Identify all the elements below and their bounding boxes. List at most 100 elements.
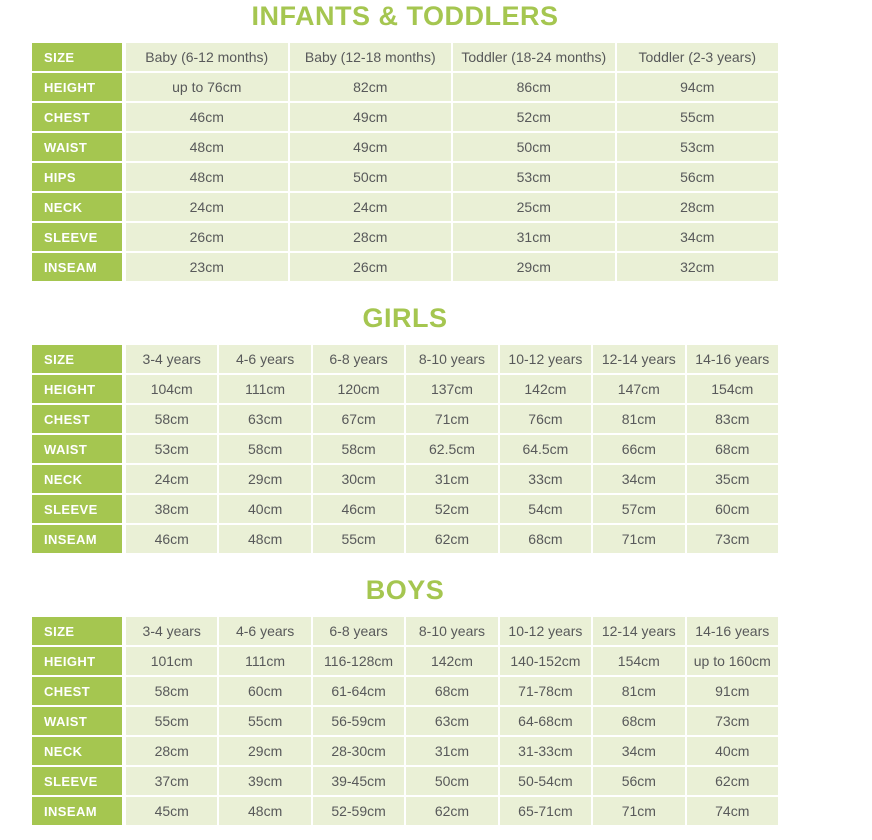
size-value-cell: 81cm (593, 405, 685, 433)
section-infants-toddlers: INFANTS & TODDLERS SIZE Baby (6-12 months… (30, 1, 780, 283)
size-value-cell: 46cm (126, 103, 288, 131)
table-row: CHEST 58cm 60cm 61-64cm 68cm 71-78cm 81cm 91cm (32, 677, 778, 705)
size-value-cell: 48cm (219, 525, 311, 553)
size-value-cell: 30cm (312, 465, 405, 493)
size-value-cell: 28cm (616, 193, 778, 221)
measure-label-cell: SLEEVE (32, 767, 124, 795)
measure-label-cell: HIPS (32, 163, 124, 191)
size-value-cell: 83cm (686, 405, 778, 433)
size-value-cell: 55cm (126, 707, 218, 735)
size-value-cell: 31cm (453, 223, 615, 251)
size-value-cell: 46cm (126, 525, 218, 553)
column-header-cell: 8-10 years (406, 617, 498, 645)
measure-label-cell: CHEST (32, 677, 124, 705)
size-value-cell: 24cm (126, 193, 288, 221)
size-value-cell: 74cm (686, 797, 778, 825)
size-value-cell: 58cm (126, 677, 218, 705)
measure-label-cell: NECK (32, 193, 124, 221)
column-header-cell: Toddler (18-24 months) (453, 43, 615, 71)
measure-label-cell: NECK (32, 465, 124, 493)
size-value-cell: 55cm (312, 525, 405, 553)
size-value-cell: up to 76cm (126, 73, 288, 101)
table-row: WAIST 55cm 55cm 56-59cm 63cm 64-68cm 68cm 73cm (32, 707, 778, 735)
size-value-cell: 55cm (616, 103, 778, 131)
size-value-cell: 62.5cm (406, 435, 498, 463)
size-value-cell: 63cm (219, 405, 311, 433)
table-row: HEIGHT up to 76cm 82cm 86cm 94cm (32, 73, 778, 101)
size-value-cell: 62cm (406, 525, 498, 553)
size-value-cell: 39-45cm (312, 767, 405, 795)
size-value-cell: 68cm (499, 525, 592, 553)
size-value-cell: 71cm (406, 405, 498, 433)
measure-label-cell: SLEEVE (32, 223, 124, 251)
size-value-cell: 49cm (289, 133, 451, 161)
size-guide-page: INFANTS & TODDLERS SIZE Baby (6-12 months… (30, 1, 780, 827)
size-value-cell: 65-71cm (499, 797, 592, 825)
size-value-cell: 31-33cm (499, 737, 592, 765)
size-value-cell: 48cm (126, 163, 288, 191)
size-value-cell: 49cm (289, 103, 451, 131)
size-value-cell: 104cm (126, 375, 218, 403)
measure-label-cell: WAIST (32, 133, 124, 161)
column-header-cell: 6-8 years (312, 617, 405, 645)
size-value-cell: up to 160cm (686, 647, 778, 675)
size-value-cell: 62cm (686, 767, 778, 795)
measure-label-cell: WAIST (32, 707, 124, 735)
size-value-cell: 29cm (219, 737, 311, 765)
size-value-cell: 94cm (616, 73, 778, 101)
table-row: WAIST 53cm 58cm 58cm 62.5cm 64.5cm 66cm 68cm (32, 435, 778, 463)
measure-label-cell: SLEEVE (32, 495, 124, 523)
column-header-cell: 3-4 years (126, 617, 218, 645)
size-value-cell: 52cm (406, 495, 498, 523)
size-value-cell: 120cm (312, 375, 405, 403)
size-value-cell: 67cm (312, 405, 405, 433)
size-value-cell: 50cm (406, 767, 498, 795)
column-header-cell: Baby (6-12 months) (126, 43, 288, 71)
column-header-cell: 10-12 years (499, 617, 592, 645)
section-title-infants-toddlers: INFANTS & TODDLERS (251, 1, 559, 31)
size-value-cell: 48cm (219, 797, 311, 825)
table-row: SLEEVE 37cm 39cm 39-45cm 50cm 50-54cm 56cm 62cm (32, 767, 778, 795)
infants-toddlers-size-table: SIZE Baby (6-12 months) Baby (12-18 months… (30, 41, 780, 283)
size-value-cell: 34cm (593, 465, 685, 493)
header-row: SIZE Baby (6-12 months) Baby (12-18 months… (32, 43, 778, 71)
size-value-cell: 56-59cm (312, 707, 405, 735)
table-row: INSEAM 45cm 48cm 52-59cm 62cm 65-71cm 71cm 74cm (32, 797, 778, 825)
size-value-cell: 24cm (289, 193, 451, 221)
measure-label-cell: NECK (32, 737, 124, 765)
size-value-cell: 28cm (289, 223, 451, 251)
table-row: SLEEVE 26cm 28cm 31cm 34cm (32, 223, 778, 251)
size-value-cell: 116-128cm (312, 647, 405, 675)
size-value-cell: 68cm (406, 677, 498, 705)
size-value-cell: 29cm (219, 465, 311, 493)
size-value-cell: 58cm (126, 405, 218, 433)
column-header-cell: 12-14 years (593, 617, 685, 645)
size-value-cell: 33cm (499, 465, 592, 493)
girls-size-table: SIZE 3-4 years 4-6 years 6-8 years 8-10 year… (30, 343, 780, 555)
size-value-cell: 34cm (616, 223, 778, 251)
size-value-cell: 54cm (499, 495, 592, 523)
size-value-cell: 39cm (219, 767, 311, 795)
size-value-cell: 60cm (686, 495, 778, 523)
size-value-cell: 64-68cm (499, 707, 592, 735)
column-header-cell: 14-16 years (686, 617, 778, 645)
size-value-cell: 26cm (126, 223, 288, 251)
size-value-cell: 71cm (593, 525, 685, 553)
size-value-cell: 56cm (616, 163, 778, 191)
table-row: NECK 24cm 29cm 30cm 31cm 33cm 34cm 35cm (32, 465, 778, 493)
size-value-cell: 140-152cm (499, 647, 592, 675)
table-row: NECK 28cm 29cm 28-30cm 31cm 31-33cm 34cm 40cm (32, 737, 778, 765)
size-value-cell: 52cm (453, 103, 615, 131)
size-value-cell: 91cm (686, 677, 778, 705)
boys-table-body: SIZE 3-4 years 4-6 years 6-8 years 8-10 year… (32, 617, 778, 825)
measure-label-cell: INSEAM (32, 797, 124, 825)
header-row: SIZE 3-4 years 4-6 years 6-8 years 8-10 year… (32, 617, 778, 645)
size-value-cell: 57cm (593, 495, 685, 523)
size-label-cell: SIZE (32, 345, 124, 373)
size-value-cell: 73cm (686, 525, 778, 553)
size-value-cell: 40cm (686, 737, 778, 765)
size-value-cell: 61-64cm (312, 677, 405, 705)
size-value-cell: 82cm (289, 73, 451, 101)
size-value-cell: 58cm (312, 435, 405, 463)
size-value-cell: 71cm (593, 797, 685, 825)
